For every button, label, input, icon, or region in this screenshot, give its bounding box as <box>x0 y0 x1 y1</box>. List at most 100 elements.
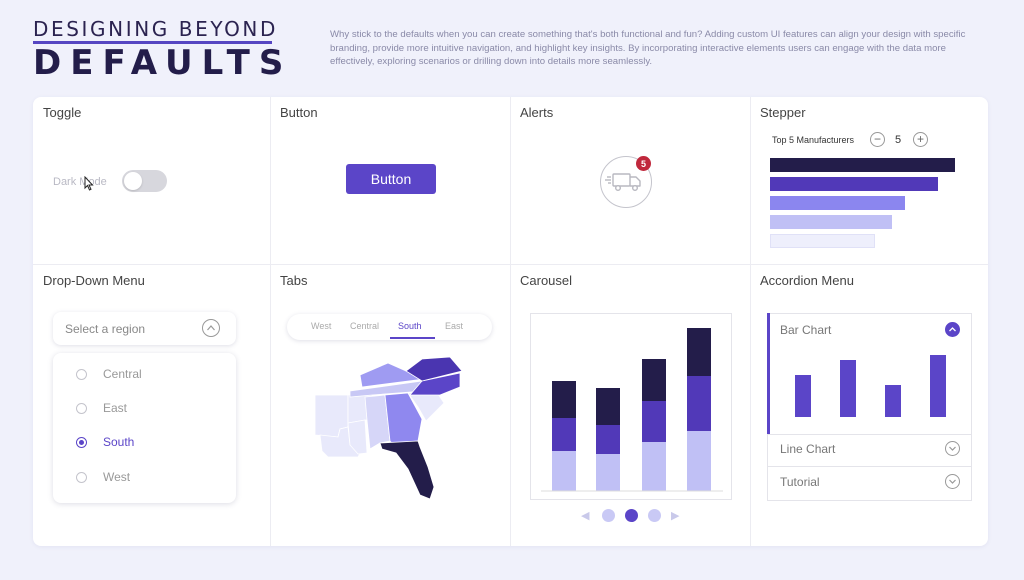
option-label[interactable]: East <box>103 401 128 415</box>
accordion-panel: Accordion Menu Bar Chart Line Chart Tuto… <box>750 265 988 546</box>
tab-south[interactable]: South <box>398 321 422 331</box>
panel-title: Stepper <box>760 105 806 120</box>
carousel-stacked-bar-chart <box>541 328 723 492</box>
carousel-prev-arrow[interactable]: ◀ <box>581 510 590 522</box>
accordion-item-tutorial[interactable]: Tutorial <box>780 475 820 489</box>
logo: DESIGNING BEYOND DEFAULTS <box>33 17 293 83</box>
chart-bar-segment <box>552 451 576 491</box>
divider <box>33 264 988 265</box>
chart-bar-segment <box>687 376 711 431</box>
carousel-dot-2[interactable] <box>625 509 638 522</box>
carousel-next-arrow[interactable]: ▶ <box>671 510 680 522</box>
carousel-frame <box>530 313 732 500</box>
map-state <box>349 380 425 398</box>
divider <box>270 97 271 546</box>
carousel-dot-3[interactable] <box>648 509 661 522</box>
tab-central[interactable]: Central <box>350 321 380 331</box>
chevron-up-icon[interactable] <box>945 322 960 337</box>
panel-title: Tabs <box>280 273 308 288</box>
chart-bar-segment <box>596 425 620 454</box>
chart-bar-segment <box>642 442 666 491</box>
tab-west[interactable]: West <box>311 321 332 331</box>
dark-mode-toggle[interactable] <box>122 170 167 192</box>
divider <box>750 97 751 546</box>
demo-button[interactable]: Button <box>346 164 436 194</box>
tabs-panel: Tabs West Central South East <box>270 265 510 546</box>
chart-bar <box>795 375 811 417</box>
radio-west[interactable] <box>76 472 87 483</box>
toggle-label: Dark Mode <box>53 176 107 188</box>
map-state <box>405 357 463 382</box>
logo-bottom-text: DEFAULTS <box>33 43 293 83</box>
south-region-map <box>314 357 463 500</box>
stepper-label: Top 5 Manufacturers <box>772 135 855 145</box>
option-label[interactable]: South <box>103 435 135 449</box>
chart-bar-segment <box>596 454 620 491</box>
accordion-item-bar-chart[interactable]: Bar Chart <box>780 323 832 337</box>
panel-title: Alerts <box>520 105 554 120</box>
carousel-dot-1[interactable] <box>602 509 615 522</box>
component-grid: Toggle Dark Mode Button Button Alerts <box>33 97 988 546</box>
chart-bar-segment <box>642 401 666 442</box>
chart-bar <box>840 360 856 417</box>
option-label[interactable]: Central <box>103 367 142 381</box>
chart-bar-segment <box>552 418 576 451</box>
stepper-increment-button[interactable]: + <box>913 132 928 147</box>
stepper-bar <box>770 158 955 172</box>
panel-title: Toggle <box>43 105 82 120</box>
intro-paragraph: Why stick to the defaults when you can c… <box>330 29 966 67</box>
accordion-item-line-chart[interactable]: Line Chart <box>780 442 836 456</box>
chevron-down-icon[interactable] <box>945 474 960 489</box>
truck-icon <box>604 172 641 191</box>
dropdown-panel: Drop-Down Menu Select a region Central E… <box>33 265 270 546</box>
accordion-bar-chart <box>795 355 946 417</box>
panel-title: Accordion Menu <box>760 273 854 288</box>
map-state <box>379 440 435 500</box>
chart-bar-segment <box>552 381 576 418</box>
panel-title: Button <box>280 105 318 120</box>
select-placeholder: Select a region <box>65 322 146 336</box>
radio-south[interactable] <box>76 437 87 448</box>
chart-bar <box>930 355 946 417</box>
notification-badge: 5 <box>636 156 651 171</box>
stepper-value: 5 <box>895 134 902 146</box>
carousel-panel: Carousel ◀ ▶ <box>510 265 750 546</box>
stepper-bar <box>770 215 892 229</box>
chevron-down-icon[interactable] <box>945 441 960 456</box>
chart-bar-segment <box>642 359 666 401</box>
region-options-list: Central East South West <box>53 353 236 503</box>
region-select[interactable]: Select a region <box>53 312 236 345</box>
radio-central[interactable] <box>76 369 87 380</box>
toggle-panel: Toggle Dark Mode <box>33 97 270 264</box>
logo-underline <box>33 41 272 44</box>
divider <box>767 466 972 467</box>
stepper-bar <box>770 234 875 248</box>
chart-bar-segment <box>687 431 711 491</box>
region-tabs: West Central South East <box>287 314 492 340</box>
logo-top-text: DESIGNING BEYOND <box>33 17 278 41</box>
chart-bar-segment <box>687 328 711 376</box>
alerts-panel: Alerts 5 <box>510 97 750 264</box>
panel-title: Carousel <box>520 273 573 288</box>
chart-bar-segment <box>596 388 620 425</box>
panel-title: Drop-Down Menu <box>43 273 145 288</box>
divider <box>767 434 972 435</box>
stepper-decrement-button[interactable]: − <box>870 132 885 147</box>
divider <box>510 97 511 546</box>
chevron-up-icon <box>202 319 220 337</box>
stepper-bar <box>770 177 938 191</box>
tab-east[interactable]: East <box>445 321 464 331</box>
stepper-panel: Stepper Top 5 Manufacturers − 5 + <box>750 97 988 264</box>
accordion-active-indicator <box>767 313 770 434</box>
chart-bar <box>885 385 901 417</box>
button-panel: Button Button <box>270 97 510 264</box>
radio-east[interactable] <box>76 403 87 414</box>
map-state <box>347 419 368 455</box>
cursor-icon <box>84 176 94 191</box>
stepper-bar <box>770 196 905 210</box>
map-state <box>409 372 461 396</box>
active-tab-indicator <box>390 337 435 339</box>
option-label[interactable]: West <box>103 470 131 484</box>
toggle-knob <box>124 172 142 190</box>
alert-button[interactable] <box>600 156 652 208</box>
